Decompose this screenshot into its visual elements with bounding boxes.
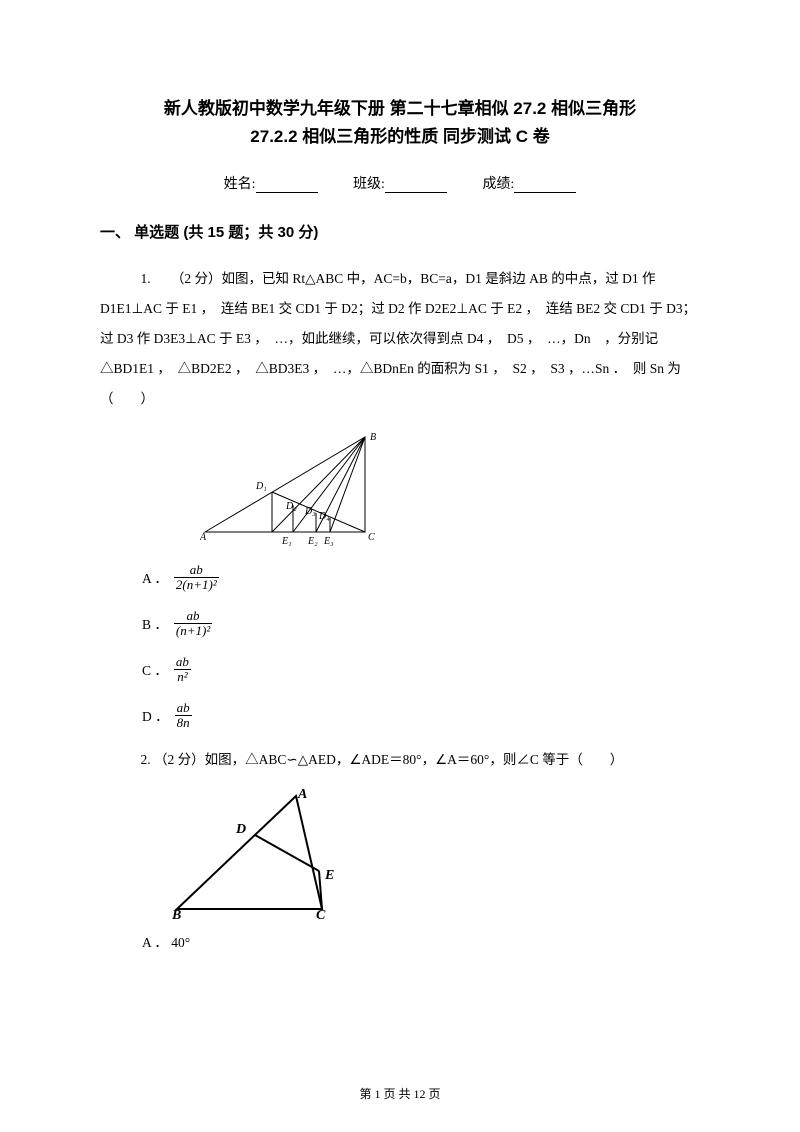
page: 新人教版初中数学九年级下册 第二十七章相似 27.2 相似三角形 27.2.2 … [0,0,800,1132]
svg-text:D₂: D₂ [285,501,297,512]
svg-text:A: A [200,532,207,543]
svg-text:E₂: E₂ [307,536,318,547]
question-1-figure: B A C D₁ D₂ D₃ D₄ E₁ E₂ E₃ [200,432,390,547]
name-blank[interactable] [256,179,318,193]
class-label: 班级: [353,173,385,193]
page-footer: 第 1 页 共 12 页 [0,1085,800,1102]
q1-option-c[interactable]: C ． ab n² [142,653,700,685]
q1-optD-frac: ab 8n [175,701,192,729]
q1-option-d[interactable]: D ． ab 8n [142,699,700,731]
q1-optC-frac: ab n² [174,655,191,683]
q1-optC-label: C ． [142,659,168,679]
q1-optA-frac: ab 2(n+1)² [174,563,219,591]
svg-text:B: B [370,432,376,443]
svg-text:D₁: D₁ [255,481,267,492]
svg-text:E: E [324,868,334,883]
q1-optA-label: A ． [142,567,168,587]
q1-optB-label: B ． [142,613,168,633]
svg-text:B: B [172,908,181,919]
section-1-title: 一、 单选题 (共 15 题；共 30 分) [100,221,700,242]
triangle-diagram-2: A D E B C [172,789,372,919]
svg-text:C: C [368,532,375,543]
question-2-figure: A D E B C [172,789,372,919]
score-label: 成绩: [482,173,514,193]
question-2-text: 2. （2 分）如图，△ABC∽△AED，∠ADE＝80°，∠A＝60°，则∠C… [100,745,700,775]
title-line-2: 27.2.2 相似三角形的性质 同步测试 C 卷 [100,123,700,151]
q1-option-a[interactable]: A ． ab 2(n+1)² [142,561,700,593]
svg-text:D: D [235,822,246,837]
score-blank[interactable] [514,179,576,193]
svg-text:D₃: D₃ [304,506,316,517]
question-1-text: 1. （2 分）如图，已知 Rt△ABC 中，AC=b，BC=a，D1 是斜边 … [100,264,700,414]
svg-text:E₁: E₁ [281,536,292,547]
svg-text:D₄: D₄ [318,511,330,522]
triangle-diagram-1: B A C D₁ D₂ D₃ D₄ E₁ E₂ E₃ [200,432,390,547]
q1-optB-frac: ab (n+1)² [174,609,212,637]
svg-text:A: A [297,789,307,802]
student-info-line: 姓名: 班级: 成绩: [100,173,700,193]
name-label: 姓名: [224,173,256,193]
svg-text:E₃: E₃ [323,536,334,547]
svg-text:C: C [316,908,326,919]
q2-option-a[interactable]: A ． 40° [142,931,700,951]
q1-option-b[interactable]: B ． ab (n+1)² [142,607,700,639]
title-line-1: 新人教版初中数学九年级下册 第二十七章相似 27.2 相似三角形 [100,95,700,123]
q1-optD-label: D ． [142,705,169,725]
class-blank[interactable] [385,179,447,193]
